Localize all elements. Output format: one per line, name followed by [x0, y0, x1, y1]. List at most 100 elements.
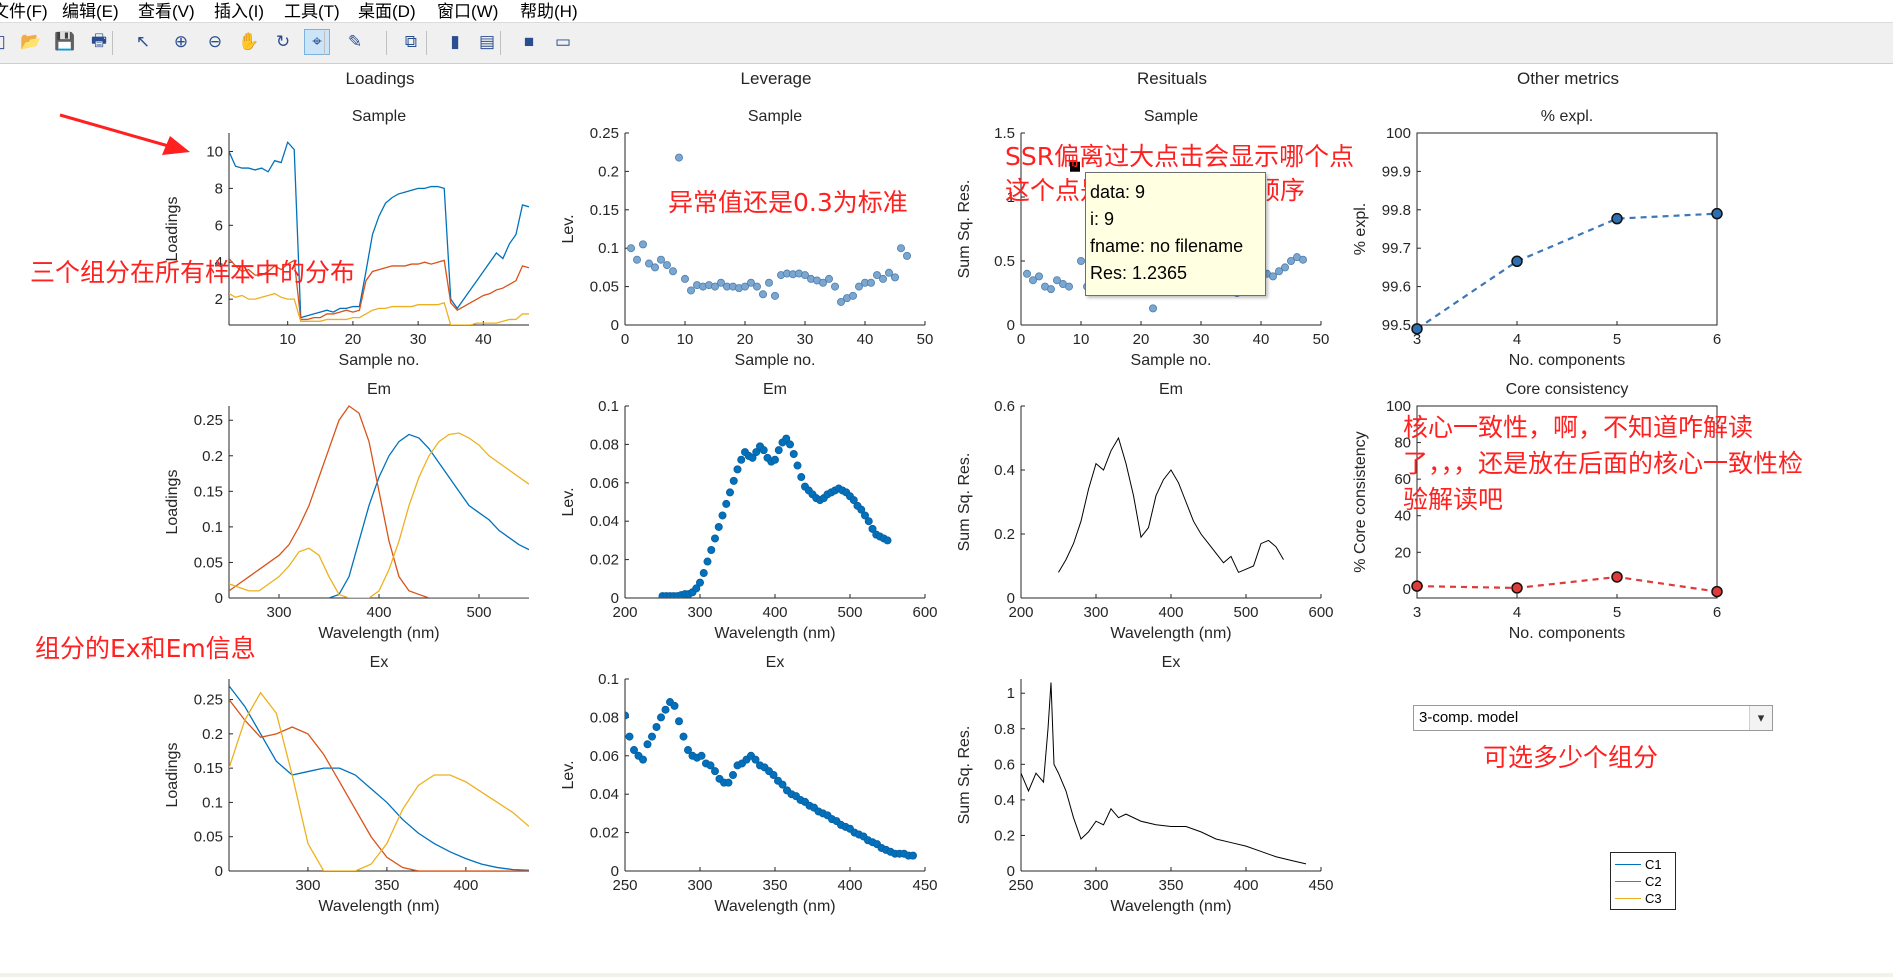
menu-item-1[interactable]: 编辑(E) [62, 2, 119, 21]
legend-icon[interactable]: ▤ [478, 32, 496, 51]
print-icon[interactable]: 🖶 [90, 30, 108, 50]
annotation-distribution: 三个组分在所有样本中的分布 [30, 258, 356, 287]
y-tick-label: 0 [611, 590, 619, 607]
data-point [868, 524, 877, 533]
open-file-icon[interactable]: 📂 [20, 32, 42, 51]
menu-item-2[interactable]: 查看(V) [138, 2, 195, 21]
x-tick-label: 6 [1713, 331, 1721, 348]
chart-title: Ex [766, 654, 785, 671]
chart-title: Ex [370, 654, 389, 671]
chart-title: Em [367, 381, 391, 398]
menu-item-4[interactable]: 工具(T) [284, 2, 340, 21]
y-tick-label: 1 [1007, 685, 1015, 702]
data-cursor-icon[interactable]: ⌖ [304, 29, 330, 55]
rotate-3d-icon[interactable]: ↻ [275, 32, 291, 51]
plot-area [1058, 436, 1284, 574]
y-tick-label: 8 [215, 180, 223, 197]
y-axis-label: Sum Sq. Res. [956, 180, 973, 279]
data-tip-data: data: 9 [1090, 182, 1146, 202]
x-axis-label: No. components [1509, 352, 1626, 369]
data-point [625, 711, 629, 720]
x-tick-label: 6 [1713, 604, 1721, 621]
colorbar-icon[interactable]: ▮ [450, 32, 460, 51]
legend[interactable]: C1 C2 C3 [1610, 852, 1676, 910]
menu-item-5[interactable]: 桌面(D) [358, 2, 416, 21]
show-plot-tools-icon[interactable]: ▭ [554, 32, 572, 51]
x-axis-label: Wavelength (nm) [318, 898, 439, 915]
x-tick-label: 300 [266, 604, 291, 621]
data-point [873, 271, 882, 280]
pointer-icon[interactable]: ↖ [135, 32, 151, 51]
y-tick-label: 0.6 [994, 756, 1015, 773]
data-point [661, 705, 670, 714]
y-tick-label: 100 [1386, 125, 1411, 142]
data-point [1077, 256, 1086, 265]
data-point [625, 732, 634, 741]
y-tick-label: 0 [1007, 863, 1015, 880]
series-c3-line [229, 691, 529, 871]
x-tick-label: 4 [1513, 331, 1521, 348]
zoom-out-icon[interactable]: ⊖ [207, 32, 223, 51]
data-point [681, 274, 690, 283]
y-tick-label: 60 [1394, 471, 1411, 488]
data-point [748, 453, 757, 462]
zoom-in-icon[interactable]: ⊕ [173, 32, 189, 51]
menu-item-0[interactable]: 文件(F) [0, 2, 48, 21]
menu-item-7[interactable]: 帮助(H) [520, 2, 578, 21]
legend-swatch [1615, 880, 1641, 882]
y-axis-label: Sum Sq. Res. [956, 726, 973, 825]
component-model-select[interactable]: 3-comp. model ▾ [1413, 705, 1773, 731]
annotation-ssr-1: SSR偏离过大点击会显示哪个点 [1005, 142, 1355, 171]
data-tip[interactable]: data: 9 i: 9 fname: no filename Res: 1.2… [1085, 172, 1266, 296]
data-point [1023, 269, 1032, 278]
data-point [639, 755, 648, 764]
save-icon[interactable]: 💾 [54, 32, 76, 51]
x-tick-label: 500 [466, 604, 491, 621]
pan-hand-icon[interactable]: ✋ [238, 32, 260, 51]
column-title-1: Leverage [741, 69, 812, 88]
axes-frame [1416, 132, 1718, 326]
x-axis-label: Sample no. [339, 352, 420, 369]
x-tick-label: 400 [453, 877, 478, 894]
x-tick-label: 3 [1413, 604, 1421, 621]
chart-3: 3 4 5 6 99.5 99.6 99.7 99.8 99.9 100 % expl. No. co… [1352, 108, 1723, 369]
bottom-strip [0, 973, 1893, 977]
menu-item-3[interactable]: 插入(I) [214, 2, 265, 21]
y-tick-label: 0.06 [590, 475, 619, 492]
y-tick-label: 0.2 [994, 827, 1015, 844]
legend-item-c3: C3 [1615, 890, 1662, 906]
data-point [857, 505, 866, 514]
y-tick-label: 0.2 [202, 448, 223, 465]
x-tick-label: 250 [612, 877, 637, 894]
legend-swatch [1615, 897, 1641, 899]
x-tick-label: 10 [1073, 331, 1090, 348]
metric-point [1411, 323, 1423, 335]
y-tick-label: 0 [1007, 590, 1015, 607]
y-tick-label: 40 [1394, 508, 1411, 525]
data-point [1053, 276, 1062, 285]
data-point [692, 584, 701, 593]
brush-icon[interactable]: ✎ [347, 32, 363, 51]
x-tick-label: 30 [1193, 331, 1210, 348]
new-figure-icon[interactable]: ▯ [0, 32, 6, 51]
data-point [1035, 272, 1044, 281]
x-tick-label: 350 [374, 877, 399, 894]
data-point [793, 461, 802, 470]
data-point [883, 536, 892, 545]
data-point [718, 511, 727, 520]
menu-item-6[interactable]: 窗口(W) [437, 2, 499, 21]
x-tick-label: 600 [1308, 604, 1333, 621]
data-point [633, 255, 642, 264]
chart-title: % expl. [1541, 108, 1593, 125]
y-tick-label: 0 [1403, 581, 1411, 598]
y-tick-label: 4 [215, 254, 223, 271]
data-point [891, 273, 900, 282]
x-tick-label: 40 [857, 331, 874, 348]
chevron-down-icon[interactable]: ▾ [1749, 706, 1772, 730]
y-axis-label: % expl. [1352, 203, 1369, 255]
y-tick-label: 0.1 [598, 240, 619, 257]
x-tick-label: 200 [1008, 604, 1033, 621]
data-point [1065, 282, 1074, 291]
link-plot-icon[interactable]: ⧉ [404, 32, 418, 51]
hide-plot-tools-icon[interactable]: ■ [523, 32, 535, 51]
